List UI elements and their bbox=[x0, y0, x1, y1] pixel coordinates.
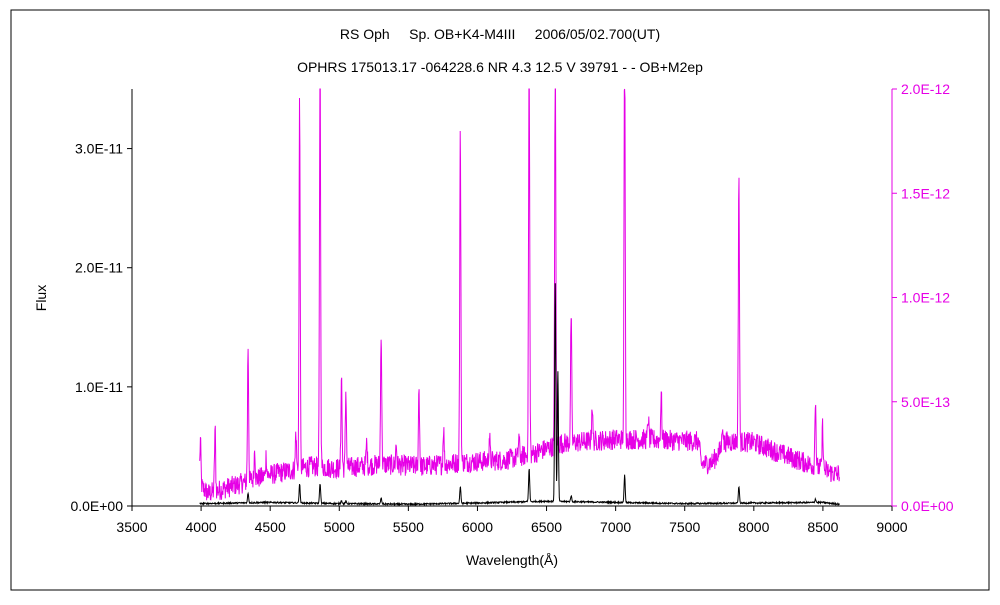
x-tick-label: 7000 bbox=[600, 519, 631, 535]
x-tick-label: 4500 bbox=[255, 519, 286, 535]
y-axis-label: Flux bbox=[33, 285, 49, 311]
x-tick-label: 9000 bbox=[876, 519, 907, 535]
y-left-tick-label: 0.0E+00 bbox=[70, 498, 123, 514]
x-tick-group: 3500 4000 4500 5000 5500 6000 6500 7000 7500 8000… bbox=[116, 506, 908, 535]
x-tick-label: 5000 bbox=[324, 519, 355, 535]
y-left-tick-label: 1.0E-11 bbox=[75, 379, 123, 395]
series-group bbox=[199, 88, 840, 507]
series-line-left-axis bbox=[199, 283, 840, 507]
x-tick-label: 8000 bbox=[738, 519, 769, 535]
x-tick-label: 5500 bbox=[393, 519, 424, 535]
y-right-tick-label: 1.5E-12 bbox=[901, 185, 950, 201]
x-tick-label: 4000 bbox=[186, 519, 217, 535]
y-right-tick-label: 2.0E-12 bbox=[901, 81, 950, 97]
series-line-right-axis bbox=[199, 88, 840, 501]
x-axis-label: Wavelength(Å) bbox=[466, 552, 558, 568]
y-right-tick-label: 0.0E+00 bbox=[901, 498, 954, 514]
chart-title: RS Oph Sp. OB+K4-M4III 2006/05/02.700(UT… bbox=[340, 26, 660, 42]
x-tick-label: 6000 bbox=[462, 519, 493, 535]
y-right-tick-label: 1.0E-12 bbox=[901, 290, 950, 306]
x-tick-label: 8500 bbox=[807, 519, 838, 535]
x-tick-label: 3500 bbox=[116, 519, 147, 535]
chart-frame bbox=[10, 9, 990, 591]
x-tick-label: 6500 bbox=[531, 519, 562, 535]
x-tick-label: 7500 bbox=[669, 519, 700, 535]
y-right-tick-group: 0.0E+00 5.0E-13 1.0E-12 1.5E-12 2.0E-12 bbox=[892, 81, 954, 514]
y-left-tick-label: 3.0E-11 bbox=[75, 141, 123, 157]
y-left-tick-group: 0.0E+00 1.0E-11 2.0E-11 3.0E-11 bbox=[70, 141, 132, 514]
chart-subtitle: OPHRS 175013.17 -064228.6 NR 4.3 12.5 V … bbox=[297, 59, 703, 75]
y-right-tick-label: 5.0E-13 bbox=[901, 394, 950, 410]
y-left-tick-label: 2.0E-11 bbox=[75, 260, 123, 276]
